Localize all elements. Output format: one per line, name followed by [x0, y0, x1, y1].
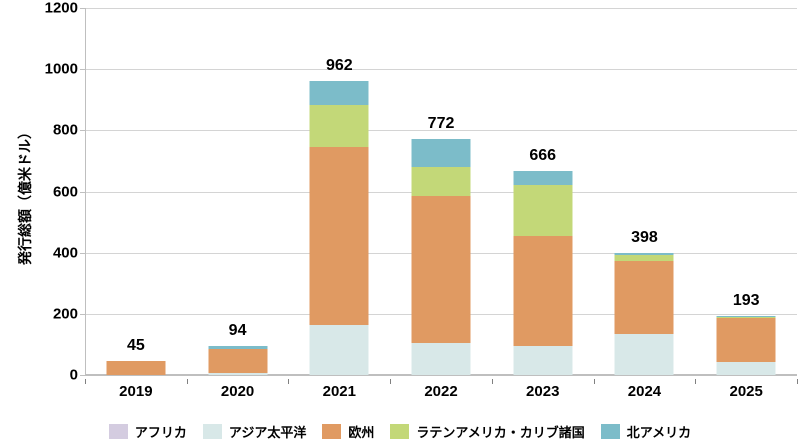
bar-segment-欧州[interactable]	[614, 260, 674, 335]
y-tick-label: 400	[52, 244, 78, 262]
bar-total-label: 193	[732, 291, 760, 309]
bar-group-2025[interactable]: 193	[695, 8, 797, 375]
legend-item-1[interactable]: アジア太平洋	[202, 422, 307, 441]
x-tick-label-2025: 2025	[729, 383, 763, 400]
y-tickmark	[80, 375, 85, 376]
bar-segment-北アメリカ[interactable]	[309, 80, 369, 106]
legend-label: アジア太平洋	[228, 424, 307, 440]
bar-group-2022[interactable]: 772	[390, 8, 492, 375]
gridline	[85, 375, 797, 376]
bar-segment-北アメリカ[interactable]	[614, 253, 674, 256]
y-tick-label: 1200	[44, 0, 78, 17]
bar-segment-アジア太平洋[interactable]	[208, 372, 268, 375]
y-tickmark	[80, 252, 85, 254]
bar-stack[interactable]	[309, 80, 369, 375]
bar-segment-アジア太平洋[interactable]	[614, 334, 674, 375]
y-tickmark	[80, 313, 85, 315]
bar-total-label: 962	[325, 56, 353, 74]
x-tick-label-2019: 2019	[119, 383, 153, 400]
bar-segment-欧州[interactable]	[208, 348, 268, 373]
x-tickmark	[85, 379, 86, 384]
bar-segment-ラテンアメリカ・カリブ諸国[interactable]	[309, 105, 369, 148]
y-axis-line	[85, 8, 86, 375]
plot-area: 45 94 962 772 666 398 193	[80, 8, 797, 376]
bar-group-2023[interactable]: 666	[492, 8, 594, 375]
y-tickmark	[80, 130, 85, 132]
legend-swatch-icon	[600, 423, 620, 439]
bar-total-label: 666	[529, 147, 557, 165]
x-tickmark	[797, 379, 798, 384]
bar-stack[interactable]	[716, 316, 776, 375]
bar-stack[interactable]	[106, 361, 166, 375]
y-tickmark	[80, 8, 85, 9]
y-tickmark	[80, 69, 85, 71]
gridline	[85, 8, 797, 9]
bar-total-label: 398	[631, 229, 658, 247]
x-tickmark	[695, 379, 697, 384]
legend-item-3[interactable]: ラテンアメリカ・カリブ諸国	[390, 422, 585, 441]
bar-stack[interactable]	[208, 346, 268, 375]
y-tick-label: 1000	[44, 60, 78, 78]
bar-group-2024[interactable]: 398	[594, 8, 696, 375]
bar-segment-欧州[interactable]	[309, 147, 369, 326]
legend-item-4[interactable]: 北アメリカ	[600, 422, 692, 441]
x-tickmark	[491, 379, 493, 384]
legend-label: 欧州	[348, 424, 375, 440]
y-tick-label: 0	[69, 366, 78, 384]
bar-stack[interactable]	[513, 171, 573, 375]
legend-label: ラテンアメリカ・カリブ諸国	[416, 424, 585, 440]
bar-segment-アジア太平洋[interactable]	[411, 343, 471, 375]
bar-segment-アジア太平洋[interactable]	[716, 362, 776, 375]
bar-segment-欧州[interactable]	[716, 318, 776, 363]
x-tick-label-2023: 2023	[526, 383, 560, 400]
y-tick-label: 200	[52, 305, 78, 323]
bar-total-label: 772	[427, 114, 455, 132]
gridline	[85, 69, 797, 71]
x-tick-label-2022: 2022	[424, 383, 458, 400]
bar-segment-北アメリカ[interactable]	[411, 138, 471, 168]
y-tick-label: 800	[52, 121, 78, 139]
bar-segment-ラテンアメリカ・カリブ諸国[interactable]	[513, 185, 573, 237]
bar-total-label: 94	[228, 322, 247, 340]
y-tick-label: 600	[52, 183, 78, 200]
legend-label: アフリカ	[134, 424, 187, 440]
x-tickmark	[390, 379, 392, 384]
legend-item-0[interactable]: アフリカ	[108, 422, 187, 441]
legend-swatch-icon	[322, 423, 342, 439]
x-tick-label-2020: 2020	[220, 383, 255, 400]
bar-segment-アジア太平洋[interactable]	[513, 345, 573, 375]
legend-label: 北アメリカ	[626, 424, 692, 440]
bar-stack[interactable]	[614, 253, 674, 375]
x-tickmark	[593, 379, 595, 384]
x-tickmark	[288, 379, 290, 384]
bar-segment-欧州[interactable]	[411, 196, 471, 344]
bar-segment-アジア太平洋[interactable]	[309, 325, 369, 375]
legend-swatch-icon	[390, 423, 410, 439]
bar-group-2021[interactable]: 962	[288, 8, 390, 375]
bar-segment-ラテンアメリカ・カリブ諸国[interactable]	[411, 167, 471, 197]
legend-item-2[interactable]: 欧州	[322, 422, 374, 441]
bars-layer: 45 94 962 772 666 398 193	[85, 8, 797, 375]
bar-segment-ラテンアメリカ・カリブ諸国[interactable]	[614, 255, 674, 261]
bar-segment-欧州[interactable]	[106, 361, 166, 375]
bar-group-2020[interactable]: 94	[187, 8, 289, 375]
x-tick-label-2024: 2024	[627, 383, 662, 400]
x-axis-labels: 2019 2020 2021 2022 2023 2024 2025	[85, 379, 798, 405]
y-tickmark	[80, 191, 85, 193]
legend-swatch-icon	[108, 423, 128, 439]
bar-segment-北アメリカ[interactable]	[716, 316, 776, 317]
bar-stack[interactable]	[411, 138, 471, 375]
bar-segment-欧州[interactable]	[513, 236, 573, 346]
bar-segment-北アメリカ[interactable]	[513, 171, 573, 186]
bar-segment-ラテンアメリカ・カリブ諸国[interactable]	[716, 316, 776, 319]
bar-total-label: 45	[126, 337, 145, 355]
gridline	[85, 130, 797, 132]
legend-swatch-icon	[202, 423, 222, 439]
chart-legend: アフリカ アジア太平洋 欧州 ラテンアメリカ・カリブ諸国 北アメリカ	[0, 418, 800, 444]
bar-group-2019[interactable]: 45	[85, 8, 187, 375]
x-tick-label-2021: 2021	[322, 383, 356, 400]
x-tickmark	[186, 379, 188, 384]
bar-segment-北アメリカ[interactable]	[208, 346, 268, 349]
